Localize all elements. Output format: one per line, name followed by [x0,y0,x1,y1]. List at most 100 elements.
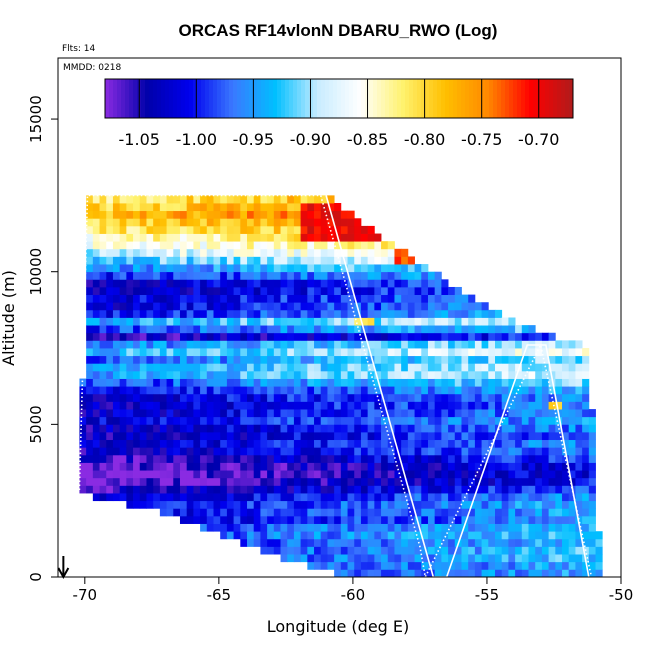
heatmap-cell [220,523,228,532]
heatmap-cell [515,370,523,379]
heatmap-cell [340,317,348,326]
heatmap-cell [146,325,154,334]
heatmap-cell [407,264,415,273]
heatmap-cell [92,439,100,448]
heatmap-cell [133,370,141,379]
heatmap-cell [414,393,422,402]
heatmap-cell [112,424,121,433]
heatmap-cell [434,409,442,418]
heatmap-cell [448,424,456,433]
heatmap-cell [220,195,228,204]
heatmap-cell [159,416,167,425]
heatmap-cell [488,309,496,318]
heatmap-cell [568,538,576,547]
heatmap-cell [247,332,255,341]
heatmap-cell [320,515,328,524]
heatmap-cell [407,363,415,372]
heatmap-cell [448,508,456,517]
colorbar-swatch [173,79,178,118]
heatmap-cell [347,554,355,563]
heatmap-cell [488,363,496,372]
heatmap-cell [300,340,308,349]
heatmap-cell [381,286,389,295]
heatmap-cell [468,401,476,410]
heatmap-cell [273,531,281,540]
heatmap-cell [575,454,583,463]
heatmap-cell [179,340,188,349]
heatmap-cell [267,210,275,219]
heatmap-cell [86,294,94,303]
heatmap-cell [92,370,100,379]
heatmap-cell [314,233,322,242]
heatmap-cell [320,264,328,273]
heatmap-cell [354,515,362,524]
heatmap-cell [247,462,255,471]
heatmap-cell [327,470,335,479]
heatmap-cell [427,409,436,418]
heatmap-cell [427,508,436,517]
heatmap-cell [92,264,100,273]
heatmap-cell [153,225,161,234]
heatmap-cell [307,302,315,311]
heatmap-cell [347,470,355,479]
heatmap-cell [367,355,375,364]
heatmap-cell [186,409,194,418]
heatmap-cell [99,409,107,418]
heatmap-cell [153,500,161,509]
heatmap-cell [260,233,268,242]
heatmap-cell [280,203,288,212]
heatmap-cell [253,317,261,326]
heatmap-cell [86,470,94,479]
heatmap-cell [220,225,228,234]
heatmap-cell [226,454,234,463]
heatmap-cell [200,332,208,341]
heatmap-cell [548,470,556,479]
heatmap-cell [267,538,275,547]
heatmap-cell [200,485,208,494]
heatmap-cell [381,317,389,326]
heatmap-cell [173,462,181,471]
heatmap-cell [247,302,255,311]
heatmap-cell [293,554,302,563]
heatmap-cell [575,378,583,387]
heatmap-cell [582,439,590,448]
heatmap-cell [394,286,402,295]
heatmap-cell [474,523,482,532]
heatmap-cell [495,317,503,326]
heatmap-cell [454,393,462,402]
heatmap-cell [106,401,114,410]
heatmap-cell [381,500,389,509]
colorbar-swatch [485,79,490,118]
heatmap-cell [119,447,127,456]
heatmap-cell [247,531,255,540]
heatmap-cell [253,386,261,395]
heatmap-cell [119,424,127,433]
heatmap-cell [508,370,516,379]
heatmap-cell [535,538,543,547]
heatmap-cell [166,363,174,372]
colorbar-swatch [245,79,250,118]
heatmap-cell [173,439,181,448]
heatmap-cell [495,431,503,441]
heatmap-cell [307,462,315,471]
heatmap-cell [541,393,550,402]
heatmap-cell [421,401,429,410]
colorbar-swatch [257,79,262,118]
heatmap-cell [119,409,127,418]
heatmap-cell [495,454,503,463]
heatmap-cell [320,325,328,334]
heatmap-cell [327,340,335,349]
heatmap-cell [468,462,476,471]
heatmap-cell [394,508,402,517]
heatmap-cell [314,393,322,402]
heatmap-cell [240,470,248,479]
heatmap-cell [360,485,369,494]
heatmap-cell [521,447,529,456]
heatmap-cell [575,538,583,547]
heatmap-cell [354,569,362,578]
heatmap-cell [213,508,221,517]
heatmap-cell [206,294,214,303]
heatmap-cell [193,424,201,433]
heatmap-cell [99,431,107,441]
heatmap-cell [548,416,556,425]
